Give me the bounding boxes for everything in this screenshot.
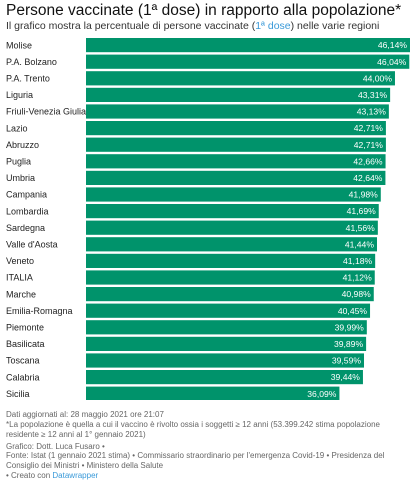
category-label: Umbria [6,173,35,183]
value-label: 46,04% [377,57,407,67]
chart-title: Persone vaccinate (1ª dose) in rapporto … [6,2,402,19]
category-label: Basilicata [6,339,45,349]
category-label: ITALIA [6,273,33,283]
bar [86,38,410,53]
category-label: Lazio [6,123,28,133]
value-label: 41,12% [343,273,373,283]
chart-subtitle: Il grafico mostra la percentuale di pers… [6,20,379,32]
bar [86,54,410,69]
value-label: 43,31% [358,90,388,100]
category-label: Campania [6,190,47,200]
subtitle-highlight: 1ª dose [255,20,291,32]
bar [86,303,371,318]
datawrapper-link[interactable]: Datawrapper [52,471,99,480]
value-label: 40,45% [338,306,368,316]
value-label: 39,99% [335,322,365,332]
category-label: Abruzzo [6,140,39,150]
category-label: Liguria [6,90,33,100]
bar [86,71,395,86]
value-label: 39,59% [332,356,362,366]
category-label: Veneto [6,256,34,266]
value-label: 41,98% [349,190,379,200]
value-label: 42,66% [353,156,383,166]
bar [86,386,340,400]
value-label: 46,14% [378,40,408,50]
value-label: 42,71% [354,140,384,150]
bar [86,104,389,119]
bar [86,170,386,185]
category-label: P.A. Bolzano [6,57,57,67]
category-label: Sicilia [6,389,30,399]
value-label: 41,69% [347,206,377,216]
bar [86,220,378,235]
bar [86,370,363,385]
category-label: Molise [6,40,32,50]
value-label: 43,13% [357,107,387,117]
value-label: 40,98% [342,289,372,299]
category-label: Toscana [6,356,40,366]
bar [86,154,386,169]
value-label: 39,89% [334,339,364,349]
value-label: 39,44% [331,372,361,382]
footer-note: *La popolazione è quella a cui il vaccin… [6,420,380,439]
bar [86,237,377,252]
value-label: 42,71% [354,123,384,133]
footer-created-text: • Creato con [6,471,51,480]
subtitle-text-post: ) nelle varie regioni [290,20,380,32]
category-label: Sardegna [6,223,45,233]
category-label: Emilia-Romagna [6,306,73,316]
value-label: 44,00% [363,73,393,83]
category-label: P.A. Trento [6,74,50,84]
value-label: 42,64% [353,173,383,183]
value-label: 41,56% [346,223,376,233]
bar [86,270,375,285]
category-label: Calabria [6,372,40,382]
bar [86,187,381,202]
category-label: Lombardia [6,206,49,216]
footer-graphic-credit: Grafico: Dott. Luca Fusaro • [6,442,105,451]
bar-chart: Molise 46,14% P.A. Bolzano 46,04% P.A. Trent… [6,38,410,400]
category-label: Puglia [6,157,31,167]
bar [86,253,376,268]
value-label: 36,09% [307,389,337,399]
category-label: Friuli-Venezia Giulia [6,107,86,117]
bar [86,87,391,102]
value-label: 41,18% [343,256,373,266]
bar [86,204,379,219]
bar [86,336,367,351]
footer-created-with: • Creato con Datawrapper [6,471,410,481]
value-label: 41,44% [345,239,375,249]
bar [86,287,374,302]
bar [86,137,386,152]
category-label: Piemonte [6,323,44,333]
category-label: Valle d'Aosta [6,240,58,250]
bar [86,320,367,335]
footer-updated: Dati aggiornati al: 28 maggio 2021 ore 2… [6,410,164,419]
subtitle-text-pre: Il grafico mostra la percentuale di pers… [6,20,256,32]
footer-source: Fonte: Istat (1 gennaio 2021 stima) • Co… [6,451,385,470]
bar [86,121,386,136]
bar [86,353,365,368]
category-label: Marche [6,289,36,299]
